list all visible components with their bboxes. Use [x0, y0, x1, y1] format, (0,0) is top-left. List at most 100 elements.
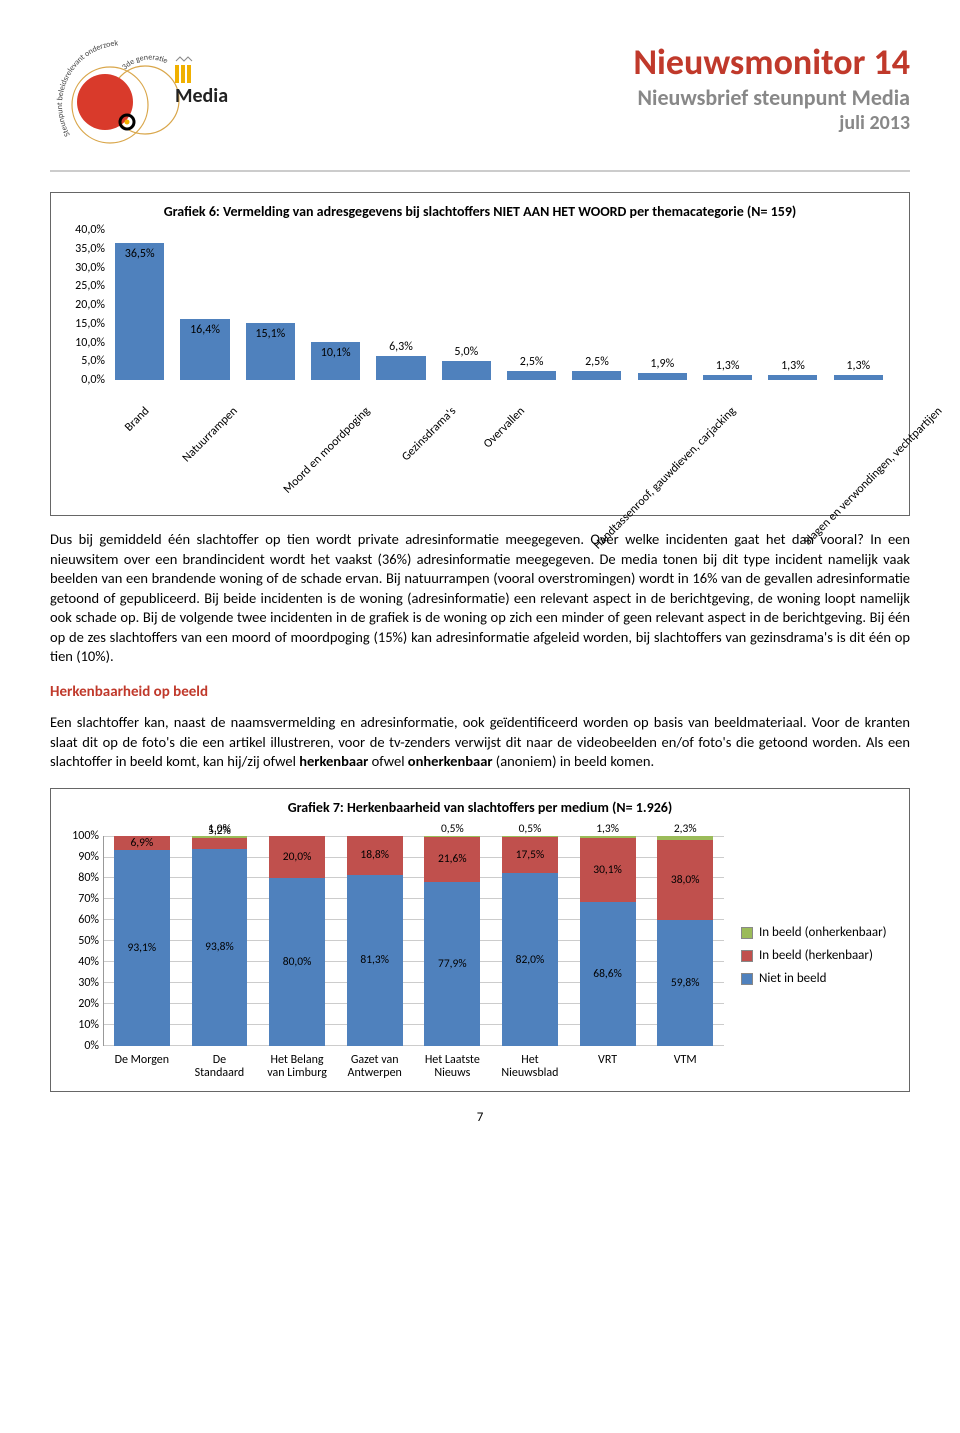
chart7-legend-item: In beeld (onherkenbaar)	[741, 925, 899, 940]
chart7-segment-label: 30,1%	[580, 863, 636, 877]
chart7-segment-onherk: 0,5%	[424, 836, 480, 837]
legend-swatch	[741, 973, 753, 985]
chart7-segment-niet: 68,6%	[580, 902, 636, 1046]
chart7-ylabel: 20%	[61, 997, 99, 1011]
chart7-ylabel: 30%	[61, 976, 99, 990]
chart7-xlabel: HetNieuwsblad	[491, 1050, 569, 1086]
chart7-legend: In beeld (onherkenbaar) In beeld (herkenb…	[729, 826, 899, 1086]
chart7-segment-niet: 81,3%	[347, 875, 403, 1046]
chart7-segment-label: 21,6%	[424, 852, 480, 866]
chart7-segment-label: 82,0%	[502, 953, 558, 967]
chart7-segment-label: 59,8%	[657, 976, 713, 990]
page-number: 7	[50, 1110, 910, 1125]
chart7-segment-herk: 20,0%	[269, 836, 325, 878]
chart7-segment-herk: 30,1%	[580, 838, 636, 901]
chart7-segment-niet: 82,0%	[502, 873, 558, 1045]
chart7-ylabel: 100%	[61, 829, 99, 843]
chart7-bar: 81,3%18,8%	[347, 836, 403, 1046]
chart6-ylabel: 0,0%	[61, 373, 105, 387]
chart6-bar	[572, 371, 621, 380]
chart6-bar-label: 1,3%	[762, 359, 823, 373]
chart7-segment-onherk: 0,5%	[502, 836, 558, 837]
chart7-segment-onherk: 1,0%	[192, 836, 248, 838]
chart6-bar-label: 2,5%	[566, 355, 627, 369]
chart7-legend-item: Niet in beeld	[741, 971, 899, 986]
chart7-bar: 77,9% 21,6% 0,5%	[424, 836, 480, 1046]
chart7-segment-herk: 17,5%	[502, 837, 558, 874]
chart7-segment-label: 17,5%	[502, 848, 558, 862]
chart7-bar: 93,8% 5,2%1,0%	[192, 836, 248, 1046]
chart7-segment-niet: 59,8%	[657, 920, 713, 1045]
chart7-segment-herk: 6,9%	[114, 836, 170, 850]
chart7-segment-niet: 77,9%	[424, 882, 480, 1046]
chart6-bar	[638, 373, 687, 380]
header-text: Nieuwsmonitor 14 Nieuwsbrief steunpunt M…	[633, 40, 910, 135]
chart7-segment-niet: 93,8%	[192, 849, 248, 1046]
chart6-ylabel: 30,0%	[61, 261, 105, 275]
chart6-plot: 0,0%5,0%10,0%15,0%20,0%25,0%30,0%35,0%40…	[61, 230, 899, 510]
section-heading: Herkenbaarheid op beeld	[50, 683, 910, 701]
legend-label: In beeld (onherkenbaar)	[759, 925, 887, 940]
chart7-segment-label: 38,0%	[657, 873, 713, 887]
chart7-xlabel: Gazet vanAntwerpen	[336, 1050, 414, 1086]
chart7-xlabel: VRT	[569, 1050, 647, 1086]
chart7-bar: 59,8%38,0%2,3%	[657, 836, 713, 1046]
chart7-segment-label: 6,9%	[114, 836, 170, 850]
chart6-bar-label: 1,3%	[697, 359, 758, 373]
chart6-ylabel: 35,0%	[61, 242, 105, 256]
svg-text:Media: Media	[175, 84, 228, 108]
chart6-bar-label: 16,4%	[174, 323, 235, 337]
chart7-ylabel: 80%	[61, 871, 99, 885]
chart7-segment-label: 68,6%	[580, 967, 636, 981]
chart6-bar	[703, 375, 752, 380]
chart7-bar: 93,1%6,9%	[114, 836, 170, 1046]
svg-text:3de generatie: 3de generatie	[120, 52, 169, 72]
chart7-xlabel: Het Belangvan Limburg	[258, 1050, 336, 1086]
chart7-xlabel: Het LaatsteNieuws	[414, 1050, 492, 1086]
chart6-bar	[376, 356, 425, 380]
chart6-bar-label: 36,5%	[109, 247, 170, 261]
chart7-plot: 0%10%20%30%40%50%60%70%80%90%100%93,1%6,…	[61, 826, 899, 1086]
chart6-ylabel: 10,0%	[61, 336, 105, 350]
chart7-segment-herk: 21,6%	[424, 837, 480, 882]
paragraph-1: Dus bij gemiddeld één slachtoffer op tie…	[50, 530, 910, 667]
paragraph-2: Een slachtoffer kan, naast de naamsverme…	[50, 713, 910, 772]
chart7-ylabel: 90%	[61, 850, 99, 864]
chart6-bar	[507, 371, 556, 380]
chart7-segment-label: 1,3%	[580, 822, 636, 836]
chart7-segment-herk: 38,0%	[657, 840, 713, 920]
chart6-bar-label: 5,0%	[436, 345, 497, 359]
chart7-segment-herk: 5,2%	[192, 838, 248, 849]
header-subtitle: Nieuwsbrief steunpunt Media	[633, 84, 910, 111]
chart7-ylabel: 50%	[61, 934, 99, 948]
chart6-bar	[442, 361, 491, 380]
chart7-xlabel: DeStandaard	[181, 1050, 259, 1086]
chart7-segment-niet: 93,1%	[114, 850, 170, 1046]
chart6-bar-label: 1,3%	[828, 359, 889, 373]
chart7-segment-herk: 18,8%	[347, 836, 403, 875]
chart7-segment-label: 77,9%	[424, 957, 480, 971]
chart6-ylabel: 40,0%	[61, 223, 105, 237]
chart7-bar: 68,6% 30,1% 1,3%	[580, 836, 636, 1046]
chart7-xlabel: VTM	[646, 1050, 724, 1086]
chart6-bar-label: 2,5%	[501, 355, 562, 369]
chart7-segment-niet: 80,0%	[269, 878, 325, 1046]
chart7-segment-onherk: 1,3%	[580, 836, 636, 839]
chart7-segment-label: 80,0%	[269, 955, 325, 969]
legend-label: In beeld (herkenbaar)	[759, 948, 873, 963]
chart7-container: Grafiek 7: Herkenbaarheid van slachtoffe…	[50, 788, 910, 1092]
chart7-ylabel: 60%	[61, 913, 99, 927]
chart7-bar: 82,0% 17,5% 0,5%	[502, 836, 558, 1046]
chart7-legend-item: In beeld (herkenbaar)	[741, 948, 899, 963]
legend-swatch	[741, 927, 753, 939]
legend-swatch	[741, 950, 753, 962]
chart7-bar: 80,0% 20,0%	[269, 836, 325, 1046]
logo: Steunpunt beleidsrelevant onderzoek 3de …	[50, 40, 250, 160]
chart7-segment-label: 0,5%	[424, 822, 480, 836]
legend-label: Niet in beeld	[759, 971, 826, 986]
chart6-ylabel: 25,0%	[61, 279, 105, 293]
chart6-ylabel: 20,0%	[61, 298, 105, 312]
chart7-ylabel: 0%	[61, 1039, 99, 1053]
chart6-ylabel: 5,0%	[61, 354, 105, 368]
chart7-segment-label: 93,8%	[192, 940, 248, 954]
